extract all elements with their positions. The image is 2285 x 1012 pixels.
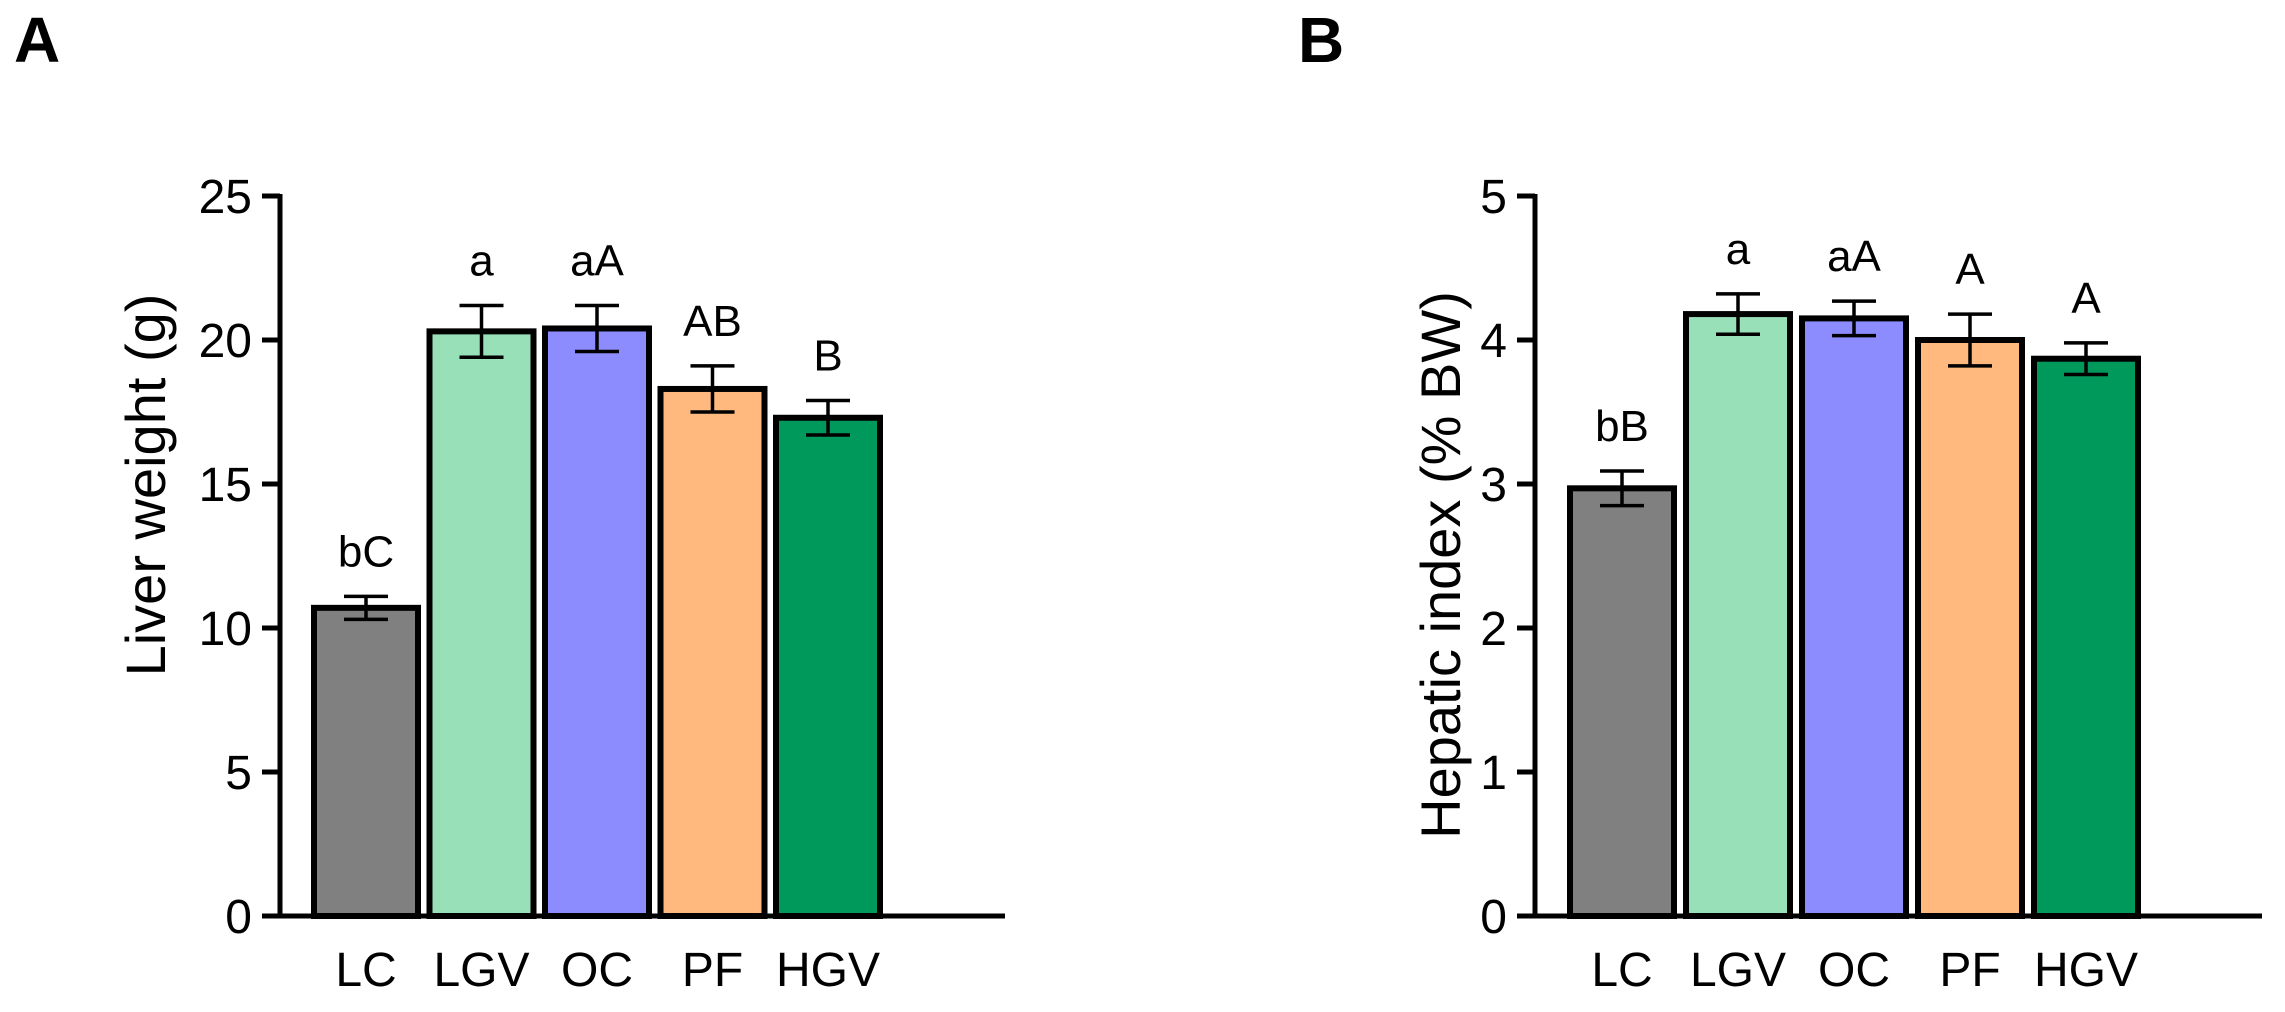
panel-a-error-bar [690,364,735,414]
panel-a-bar-hgv [773,414,883,919]
panel-b-bar-lc [1567,485,1677,919]
panel-b-category-label: HGV [2034,944,2138,997]
panel-b-y-tick-label: 2 [1480,603,1507,656]
panel-a-significance-label: bC [338,527,394,576]
panel-a-bar-pf [657,385,768,919]
panel-a-significance-label: aA [570,236,624,285]
panel-a-y-axis-title: Liver weight (g) [114,294,177,677]
panel-a-chart: A Liver weight (g) 0 5 10 15 20 25 bC LC a LGV aA O… [14,4,1005,997]
panel-a-y-tick-label: 0 [225,891,252,944]
panel-b-y-tick-label: 1 [1480,747,1507,800]
panel-b-bar-oc [1799,315,1909,919]
panel-b-category-label: OC [1818,944,1890,997]
panel-a-significance-label: AB [683,297,742,346]
panel-b-y-tick-label: 3 [1480,459,1507,512]
panel-b-significance-label: aA [1827,232,1881,281]
panel-a-error-bar [575,303,619,354]
panel-b-category-label: LC [1591,944,1652,997]
panel-b-error-bar [1948,312,1992,368]
panel-b-y-tick-label: 0 [1480,891,1507,944]
panel-a-category-label: LC [335,944,396,997]
panel-b-error-bar [2064,341,2108,377]
panel-b-significance-label: A [2071,274,2101,323]
panel-a-significance-label: a [469,236,494,285]
panel-a-error-bar [806,398,850,437]
panel-a-y-tick-label: 5 [225,747,252,800]
panel-a-label: A [14,4,60,76]
panel-b-error-bar [1832,299,1876,338]
panel-b-error-bar [1716,292,1760,336]
panel-b-significance-label: A [1955,245,1985,294]
panel-a-error-bar [344,594,388,622]
panel-b-bar-pf [1915,337,2025,919]
panel-b-significance-label: bB [1595,402,1649,451]
panel-b-chart: B Hepatic index (% BW) 0 1 2 3 4 5 bB LC a LGV aA O… [1298,4,2262,997]
panel-b-y-tick-label: 4 [1480,315,1507,368]
panel-a-category-label: LGV [433,944,529,997]
panel-a-y-tick-label: 10 [199,603,252,656]
panel-a-category-label: PF [682,944,743,997]
panel-a-category-label: HGV [776,944,880,997]
panel-b-category-label: PF [1939,944,2000,997]
panel-b-significance-label: a [1726,225,1751,274]
panel-a-significance-label: B [813,331,842,380]
panel-b-y-tick-label: 5 [1480,171,1507,224]
panel-b-y-axis-title: Hepatic index (% BW) [1409,291,1472,839]
panel-a-y-tick-label: 20 [199,315,252,368]
panel-b-category-label: LGV [1690,944,1786,997]
panel-b-label: B [1298,4,1344,76]
panel-a-error-bar [459,303,504,360]
panel-a-y-tick-label: 25 [199,171,252,224]
panel-b-bar-lgv [1683,311,1793,919]
panel-a-y-tick-label: 15 [199,459,252,512]
panel-a-category-label: OC [561,944,633,997]
panel-b-error-bar [1600,469,1644,508]
panel-a-bar-oc [542,325,652,920]
panel-a-bar-lc [311,604,421,920]
panel-a-bar-lgv [426,328,537,919]
panel-b-bar-hgv [2031,355,2141,920]
